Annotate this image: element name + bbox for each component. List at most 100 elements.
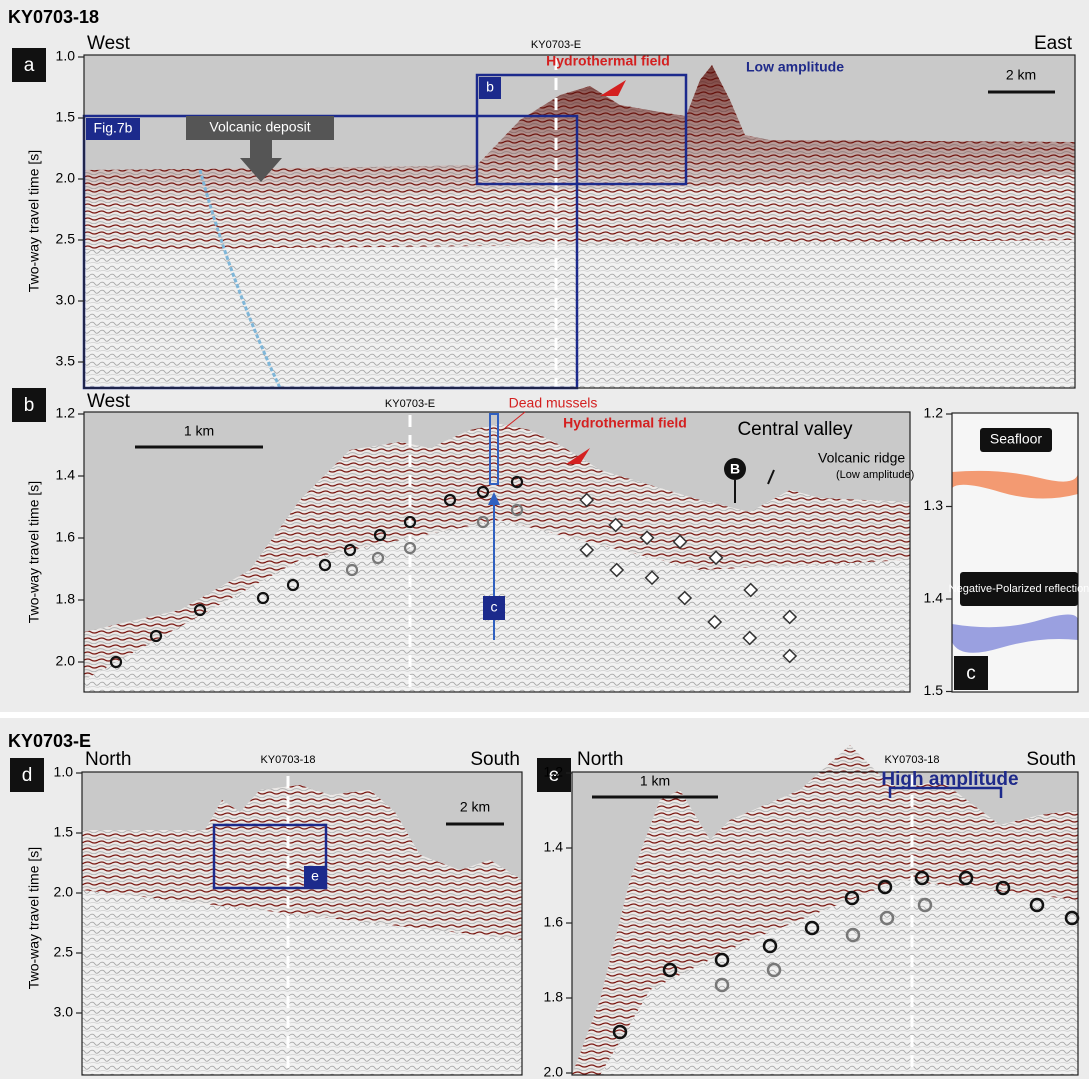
scale-label: 2 km	[1006, 67, 1036, 83]
frame	[951, 412, 1079, 693]
separator	[0, 712, 1089, 718]
direction: West	[87, 33, 131, 54]
subsurface	[84, 424, 910, 692]
annotation: Dead mussels	[509, 395, 598, 411]
annotation: Volcanic ridge	[818, 450, 905, 466]
direction: North	[85, 749, 131, 770]
arrowhead	[488, 492, 500, 505]
panel-c: Seafloor Negative-Polarized reflection c	[949, 412, 1089, 693]
reflectors	[82, 785, 522, 940]
panel-label-box	[537, 758, 571, 792]
annotation: Hydrothermal field	[546, 53, 670, 69]
frame	[83, 54, 1076, 389]
tag: c	[491, 599, 498, 615]
annotation: Seafloor	[990, 431, 1042, 447]
tag: Fig.7b	[94, 120, 133, 136]
y-axis-label: Two-way travel time [s]	[26, 847, 42, 989]
y-tick-label: 1.0	[54, 764, 74, 780]
arrowhead	[566, 448, 590, 464]
direction: West	[87, 391, 131, 412]
y-tick-label: 1.2	[924, 405, 944, 421]
y-tick-label: 3.0	[54, 1004, 74, 1020]
scale-label: 1 km	[184, 423, 214, 439]
tag-box	[86, 118, 140, 140]
panel-e: e North South KY0703-18 1 km High amplit…	[537, 745, 1080, 1076]
y-axis-label: Two-way travel time [s]	[26, 150, 42, 292]
tag-box	[483, 596, 505, 620]
marker-b	[724, 458, 746, 480]
y-tick-label: 3.5	[56, 353, 76, 369]
seafloor-band	[84, 65, 1075, 205]
circle-markers	[612, 870, 1080, 1040]
crossline-label: KY0703-18	[260, 754, 315, 766]
y-axis-label: Two-way travel time [s]	[26, 481, 42, 623]
annotation: Volcanic deposit	[209, 119, 310, 135]
y-tick-label: 1.2	[544, 764, 564, 780]
y-tick-label: 2.0	[56, 170, 76, 186]
y-tick-label: 1.4	[924, 590, 944, 606]
y-tick-label: 2.5	[56, 231, 76, 247]
y-tick-label: 1.2	[56, 405, 76, 421]
tag-box	[304, 866, 326, 888]
y-tick-label: 1.5	[56, 109, 76, 125]
y-tick-label: 3.0	[56, 292, 76, 308]
section-title: KY0703-E	[8, 731, 91, 751]
annotation: Low amplitude	[746, 59, 844, 75]
tag-box	[479, 77, 501, 99]
arrowhead	[600, 80, 626, 96]
y-tick-label: 2.0	[56, 653, 76, 669]
annotation: Central valley	[737, 419, 853, 440]
circle-markers	[714, 897, 933, 993]
tag-box	[960, 572, 1078, 606]
crossline-label: KY0703-18	[884, 754, 939, 766]
circle-markers	[109, 475, 524, 669]
panel-label: b	[24, 395, 35, 416]
y-tick-label: 2.0	[544, 1064, 564, 1079]
seafloor-reflection	[952, 470, 1079, 499]
annotation: High amplitude	[881, 769, 1018, 790]
panel-a: a West East KY0703-E Hydrothermal field …	[12, 33, 1076, 390]
y-tick-label: 1.6	[544, 914, 564, 930]
y-tick-label: 1.4	[544, 839, 564, 855]
y-tick-label: 1.5	[924, 682, 944, 698]
direction: South	[470, 749, 520, 770]
scale-label: 2 km	[460, 799, 490, 815]
scale-label: 1 km	[640, 773, 670, 789]
pointer	[504, 411, 526, 429]
callout-arrow	[240, 140, 282, 182]
panel-d: e d North South KY0703-18 2 km Two-way t…	[10, 749, 523, 1076]
reflectors	[572, 745, 1078, 1075]
crossline-label: KY0703-E	[531, 39, 581, 51]
fault	[198, 169, 282, 389]
well	[489, 413, 499, 485]
tag: b	[486, 79, 494, 95]
panel-label: e	[549, 765, 560, 786]
y-tick-label: 1.5	[54, 824, 74, 840]
annotation: Negative-Polarized reflection	[949, 583, 1089, 595]
panel-label: a	[24, 55, 35, 76]
y-tick-label: 1.8	[544, 989, 564, 1005]
y-tick-label: 1.6	[56, 529, 76, 545]
panel-b: b West KY0703-E Dead mussels Hydrotherma…	[12, 388, 914, 693]
y-tick-label: 2.5	[54, 944, 74, 960]
direction: East	[1034, 33, 1073, 54]
y-tick-label: 1.8	[56, 591, 76, 607]
circle-markers	[345, 503, 524, 577]
pointer	[767, 469, 775, 485]
direction: North	[577, 749, 623, 770]
marker-label: B	[730, 461, 740, 477]
direction: South	[1026, 749, 1076, 770]
bracket	[888, 786, 1003, 798]
panel-label-box	[10, 758, 44, 792]
crossline-label: KY0703-E	[385, 398, 435, 410]
y-tick-label: 1.0	[56, 48, 76, 64]
annotation: (Low amplitude)	[836, 469, 914, 481]
panel-label: d	[22, 765, 33, 786]
panel-label: c	[966, 663, 976, 684]
section-title: KY0703-18	[8, 7, 99, 27]
callout-box	[186, 116, 334, 140]
tag: e	[311, 868, 319, 884]
inset-box	[475, 73, 688, 186]
negative-reflection	[952, 614, 1079, 653]
